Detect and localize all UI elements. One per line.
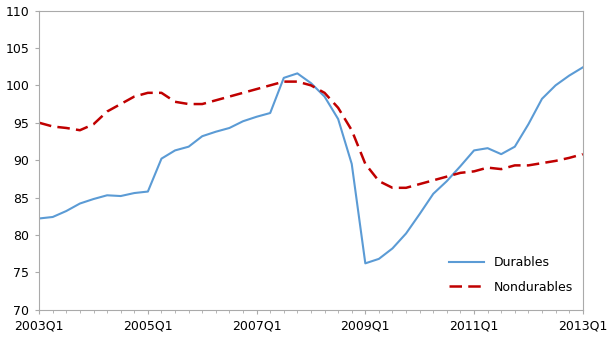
Durables (172, 148, 179, 152)
Durables (321, 95, 328, 99)
Durables (131, 191, 138, 195)
Durables (430, 192, 437, 196)
Nondurables (511, 163, 519, 167)
Durables (226, 126, 233, 130)
Durables (402, 232, 409, 236)
Durables (538, 97, 546, 101)
Nondurables (226, 95, 233, 99)
Nondurables (389, 186, 396, 190)
Nondurables (212, 98, 219, 102)
Durables (267, 111, 274, 115)
Durables (307, 81, 314, 85)
Nondurables (239, 91, 246, 95)
Durables (90, 197, 97, 201)
Nondurables (457, 171, 464, 175)
Durables (470, 148, 478, 152)
Durables (158, 156, 165, 161)
Durables (484, 146, 491, 150)
Nondurables (280, 79, 287, 83)
Durables (335, 117, 342, 121)
Nondurables (525, 163, 532, 167)
Nondurables (76, 128, 83, 132)
Durables (498, 152, 505, 156)
Nondurables (362, 162, 369, 166)
Durables (294, 71, 301, 75)
Nondurables (375, 179, 383, 183)
Nondurables (49, 124, 56, 128)
Nondurables (185, 102, 192, 106)
Nondurables (63, 126, 70, 130)
Durables (104, 193, 111, 197)
Nondurables (416, 182, 424, 186)
Nondurables (294, 79, 301, 83)
Durables (416, 212, 424, 216)
Durables (375, 257, 383, 261)
Durables (280, 76, 287, 80)
Durables (63, 209, 70, 213)
Durables (565, 74, 573, 78)
Durables (457, 164, 464, 168)
Durables (144, 190, 151, 194)
Nondurables (552, 159, 559, 163)
Nondurables (307, 83, 314, 88)
Nondurables (104, 110, 111, 114)
Nondurables (267, 83, 274, 88)
Durables (239, 119, 246, 123)
Durables (525, 122, 532, 126)
Nondurables (579, 152, 587, 156)
Durables (117, 194, 124, 198)
Nondurables (430, 178, 437, 183)
Nondurables (144, 91, 151, 95)
Durables (511, 145, 519, 149)
Durables (552, 83, 559, 88)
Durables (76, 201, 83, 206)
Durables (443, 179, 451, 183)
Nondurables (470, 169, 478, 173)
Durables (253, 115, 261, 119)
Nondurables (402, 186, 409, 190)
Durables (362, 261, 369, 265)
Durables (49, 215, 56, 219)
Nondurables (538, 161, 546, 165)
Nondurables (321, 91, 328, 95)
Nondurables (484, 166, 491, 170)
Durables (36, 216, 43, 220)
Nondurables (117, 102, 124, 106)
Durables (348, 162, 356, 166)
Nondurables (253, 87, 261, 91)
Nondurables (36, 121, 43, 125)
Line: Nondurables: Nondurables (39, 81, 583, 188)
Nondurables (498, 167, 505, 171)
Nondurables (172, 100, 179, 104)
Nondurables (131, 95, 138, 99)
Durables (579, 65, 587, 69)
Nondurables (199, 102, 206, 106)
Nondurables (348, 128, 356, 132)
Durables (212, 130, 219, 134)
Durables (389, 246, 396, 250)
Nondurables (90, 122, 97, 126)
Nondurables (443, 174, 451, 178)
Nondurables (565, 156, 573, 160)
Durables (199, 134, 206, 138)
Nondurables (335, 106, 342, 110)
Line: Durables: Durables (39, 67, 583, 263)
Durables (185, 145, 192, 149)
Nondurables (158, 91, 165, 95)
Legend: Durables, Nondurables: Durables, Nondurables (445, 253, 576, 297)
